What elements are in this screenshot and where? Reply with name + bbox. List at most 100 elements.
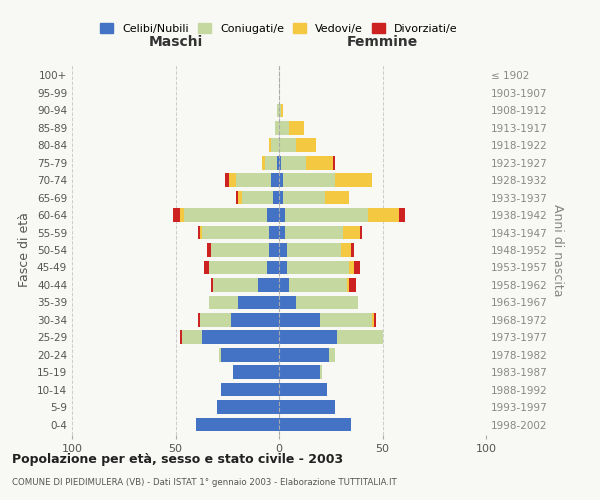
Bar — [279, 208, 285, 222]
Bar — [202, 330, 279, 344]
Bar — [279, 348, 329, 362]
Bar — [229, 174, 236, 187]
Bar — [279, 313, 320, 326]
Bar — [296, 138, 316, 152]
Bar — [353, 260, 360, 274]
Bar — [173, 208, 179, 222]
Y-axis label: Anni di nascita: Anni di nascita — [551, 204, 564, 296]
Bar — [221, 348, 279, 362]
Bar — [343, 226, 360, 239]
Bar — [337, 330, 383, 344]
Bar — [279, 418, 352, 432]
Bar — [206, 243, 211, 257]
Text: Femmine: Femmine — [347, 36, 418, 50]
Bar — [279, 226, 285, 239]
Bar — [262, 156, 265, 170]
Bar — [349, 278, 356, 291]
Bar — [242, 191, 273, 204]
Bar — [179, 208, 184, 222]
Bar — [279, 191, 283, 204]
Bar — [279, 260, 287, 274]
Bar — [200, 226, 202, 239]
Bar — [306, 156, 333, 170]
Bar — [198, 226, 200, 239]
Y-axis label: Fasce di età: Fasce di età — [19, 212, 31, 288]
Bar — [279, 156, 281, 170]
Bar — [273, 191, 279, 204]
Bar — [275, 121, 279, 134]
Bar — [279, 366, 320, 379]
Bar — [238, 296, 279, 309]
Bar — [285, 226, 343, 239]
Bar — [399, 208, 405, 222]
Bar — [349, 260, 353, 274]
Bar — [279, 383, 326, 396]
Bar — [259, 278, 279, 291]
Bar — [287, 260, 349, 274]
Bar — [279, 400, 335, 414]
Bar — [281, 104, 283, 117]
Text: Popolazione per età, sesso e stato civile - 2003: Popolazione per età, sesso e stato civil… — [12, 452, 343, 466]
Bar — [287, 243, 341, 257]
Bar — [283, 174, 335, 187]
Bar — [219, 348, 221, 362]
Bar — [352, 243, 353, 257]
Text: COMUNE DI PIEDIMULERA (VB) - Dati ISTAT 1° gennaio 2003 - Elaborazione TUTTITALI: COMUNE DI PIEDIMULERA (VB) - Dati ISTAT … — [12, 478, 397, 487]
Bar — [271, 174, 279, 187]
Bar — [279, 296, 296, 309]
Legend: Celibi/Nubili, Coniugati/e, Vedovi/e, Divorziati/e: Celibi/Nubili, Coniugati/e, Vedovi/e, Di… — [96, 19, 462, 38]
Bar — [205, 260, 209, 274]
Bar — [329, 348, 335, 362]
Bar — [277, 156, 279, 170]
Bar — [198, 313, 200, 326]
Bar — [200, 313, 232, 326]
Bar — [211, 278, 213, 291]
Text: Maschi: Maschi — [148, 36, 203, 50]
Bar — [347, 278, 349, 291]
Bar — [236, 191, 238, 204]
Bar — [279, 138, 296, 152]
Bar — [368, 208, 399, 222]
Bar — [289, 121, 304, 134]
Bar — [341, 243, 352, 257]
Bar — [213, 278, 259, 291]
Bar — [277, 104, 279, 117]
Bar — [238, 191, 242, 204]
Bar — [372, 313, 374, 326]
Bar — [217, 400, 279, 414]
Bar — [211, 243, 269, 257]
Bar — [325, 191, 349, 204]
Bar — [374, 313, 376, 326]
Bar — [196, 418, 279, 432]
Bar — [281, 156, 306, 170]
Bar — [333, 156, 335, 170]
Bar — [320, 313, 372, 326]
Bar — [269, 138, 271, 152]
Bar — [279, 243, 287, 257]
Bar — [279, 330, 337, 344]
Bar — [279, 174, 283, 187]
Bar — [296, 296, 358, 309]
Bar — [179, 330, 182, 344]
Bar — [225, 174, 229, 187]
Bar — [266, 208, 279, 222]
Bar — [279, 121, 289, 134]
Bar — [335, 174, 372, 187]
Bar — [266, 260, 279, 274]
Bar — [283, 191, 325, 204]
Bar — [182, 330, 202, 344]
Bar — [320, 366, 322, 379]
Bar — [236, 174, 271, 187]
Bar — [279, 278, 289, 291]
Bar — [209, 296, 238, 309]
Bar — [265, 156, 277, 170]
Bar — [221, 383, 279, 396]
Bar — [269, 226, 279, 239]
Bar — [285, 208, 368, 222]
Bar — [360, 226, 362, 239]
Bar — [279, 104, 281, 117]
Bar — [202, 226, 269, 239]
Bar — [232, 313, 279, 326]
Bar — [233, 366, 279, 379]
Bar — [271, 138, 279, 152]
